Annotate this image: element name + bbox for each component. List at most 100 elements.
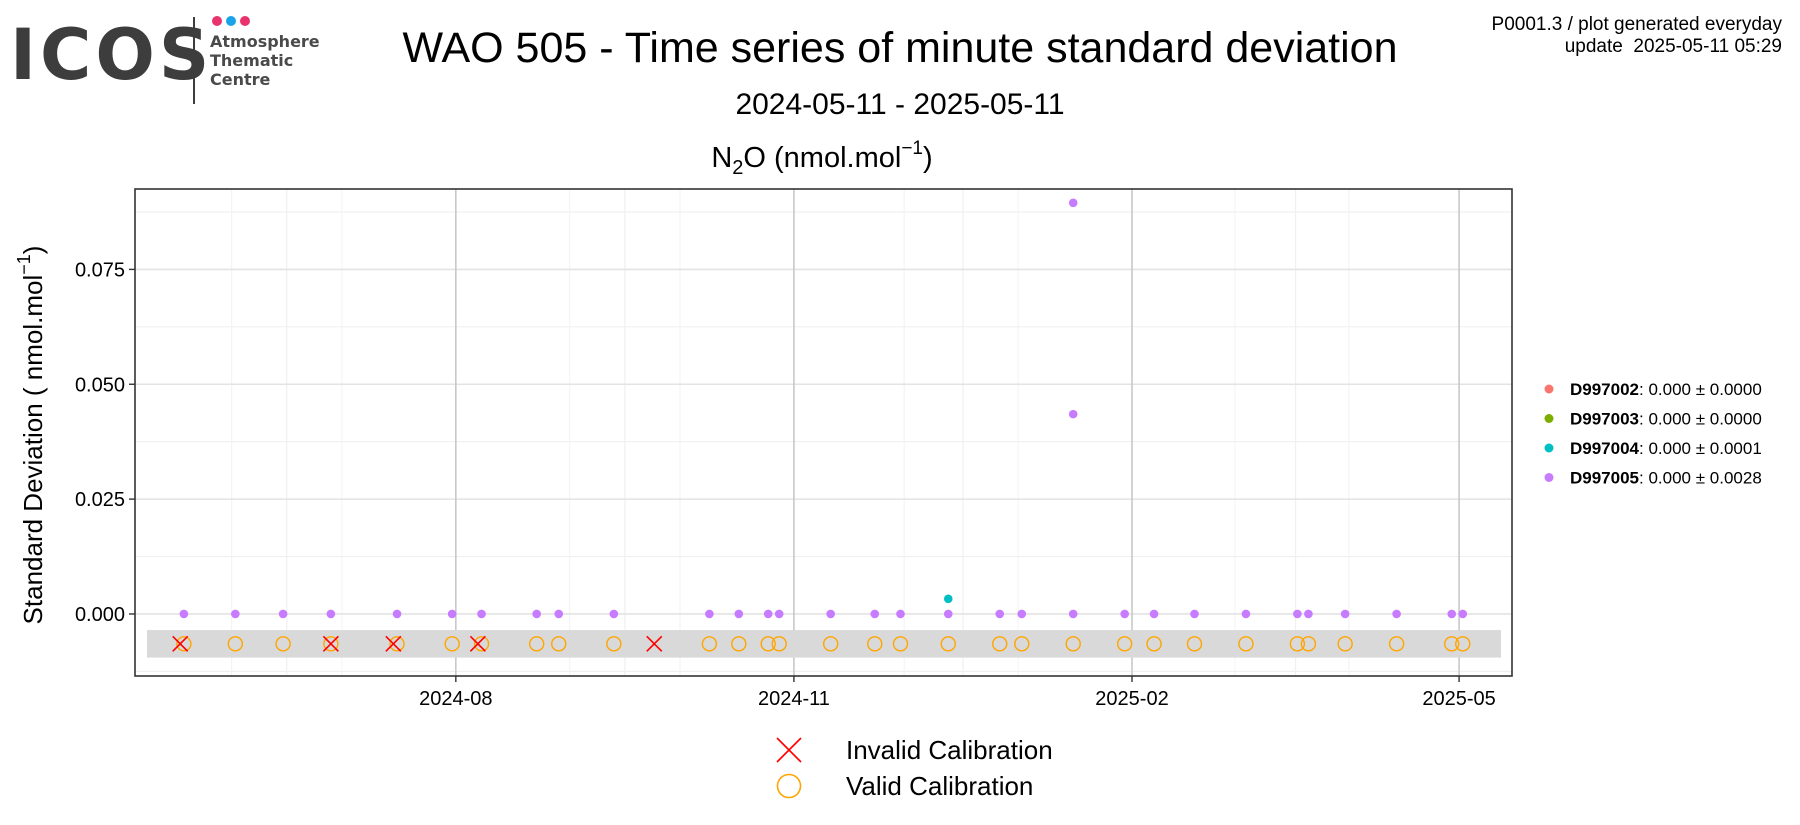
x-tick-label: 2025-05 bbox=[1422, 688, 1495, 710]
valid-calibration-marker bbox=[867, 636, 883, 652]
plot-border bbox=[134, 188, 1513, 677]
valid-calibration-marker bbox=[551, 636, 567, 652]
data-point bbox=[774, 609, 784, 619]
logo-dot bbox=[226, 16, 236, 26]
data-point bbox=[1241, 609, 1251, 619]
data-point bbox=[392, 609, 402, 619]
invalid-calibration-marker bbox=[646, 635, 663, 652]
valid-calibration-marker bbox=[771, 636, 787, 652]
data-point bbox=[943, 594, 953, 604]
data-point bbox=[870, 609, 880, 619]
data-point bbox=[763, 609, 773, 619]
update-timestamp: update 2025-05-11 05:29 bbox=[1564, 36, 1782, 57]
legend-invalid-marker bbox=[776, 737, 802, 763]
valid-calibration-marker bbox=[822, 636, 839, 652]
data-point bbox=[1068, 198, 1078, 208]
valid-calibration-marker bbox=[892, 636, 909, 652]
valid-calibration-marker bbox=[473, 636, 490, 652]
y-tick-label: 0.000 bbox=[75, 604, 125, 626]
data-point bbox=[326, 609, 336, 619]
data-point bbox=[1017, 609, 1027, 619]
valid-calibration-marker bbox=[227, 636, 244, 652]
valid-calibration-marker bbox=[1455, 636, 1471, 652]
data-point bbox=[477, 609, 486, 619]
plot-info: P0001.3 / plot generated everyday bbox=[1491, 14, 1782, 35]
invalid-calibration-marker bbox=[172, 635, 189, 652]
legend-key bbox=[1544, 473, 1554, 482]
legend-label: D997002: 0.000 ± 0.0000 bbox=[1570, 380, 1762, 399]
valid-calibration-marker bbox=[1238, 636, 1254, 652]
valid-calibration-marker bbox=[1146, 636, 1162, 652]
invalid-calibration-marker bbox=[469, 635, 486, 652]
valid-calibration-marker bbox=[1388, 636, 1405, 652]
data-point bbox=[943, 609, 953, 619]
data-point bbox=[609, 609, 619, 619]
legend-invalid-label: Invalid Calibration bbox=[846, 735, 1053, 765]
x-tick-label: 2025-02 bbox=[1095, 688, 1168, 710]
logo-line-3: Centre bbox=[210, 70, 271, 89]
data-point bbox=[1068, 409, 1078, 419]
y-tick-label: 0.050 bbox=[75, 374, 125, 396]
y-tick-label: 0.025 bbox=[75, 489, 125, 511]
data-point bbox=[1293, 609, 1302, 619]
data-point bbox=[734, 609, 744, 619]
y-axis-label: Standard Deviation ( nmol.mol−1) bbox=[14, 246, 48, 625]
data-point bbox=[705, 609, 714, 619]
legend-label: D997005: 0.000 ± 0.0028 bbox=[1570, 469, 1762, 488]
valid-calibration-marker bbox=[1289, 636, 1306, 652]
invalid-calibration-marker bbox=[322, 635, 339, 652]
valid-calibration-marker bbox=[528, 636, 545, 652]
data-point bbox=[1149, 609, 1159, 619]
legend-key bbox=[1544, 443, 1554, 453]
legend-key bbox=[1544, 384, 1554, 394]
chart-title: N2O (nmol.mol−1) bbox=[711, 138, 932, 179]
logo-dot bbox=[240, 16, 250, 26]
data-point bbox=[1392, 609, 1401, 619]
valid-calibration-marker bbox=[940, 636, 956, 652]
valid-calibration-marker bbox=[389, 636, 405, 652]
data-point bbox=[179, 609, 189, 619]
invalid-calibration-marker bbox=[385, 635, 402, 652]
data-point bbox=[1120, 609, 1129, 619]
legend-valid-marker bbox=[776, 773, 802, 799]
logo-divider bbox=[193, 17, 195, 104]
page-title: WAO 505 - Time series of minute standard… bbox=[402, 24, 1398, 72]
y-tick-label: 0.075 bbox=[75, 259, 125, 281]
valid-calibration-marker bbox=[1014, 636, 1030, 652]
legend-label: D997003: 0.000 ± 0.0000 bbox=[1570, 410, 1762, 429]
x-tick-label: 2024-11 bbox=[758, 688, 830, 710]
data-point bbox=[1190, 609, 1199, 619]
logo-line-1: Atmosphere bbox=[210, 32, 320, 51]
valid-calibration-marker bbox=[176, 636, 192, 652]
logo-wordmark: ICOS bbox=[10, 14, 214, 96]
valid-calibration-marker bbox=[701, 636, 718, 652]
valid-calibration-marker bbox=[444, 636, 460, 652]
valid-calibration-marker bbox=[760, 636, 776, 652]
legend-valid-label: Valid Calibration bbox=[846, 771, 1033, 801]
valid-calibration-marker bbox=[606, 636, 622, 652]
legend-key bbox=[1544, 414, 1554, 423]
data-point bbox=[826, 609, 835, 619]
logo-line-2: Thematic bbox=[210, 51, 294, 70]
valid-calibration-marker bbox=[992, 636, 1008, 652]
data-point bbox=[447, 609, 457, 619]
icos-logo: ICOS Atmosphere Thematic Centre bbox=[10, 12, 330, 107]
valid-calibration-marker bbox=[1186, 636, 1203, 652]
data-point bbox=[532, 609, 541, 619]
data-point bbox=[1340, 609, 1350, 619]
data-point bbox=[1068, 609, 1078, 619]
data-point bbox=[1458, 609, 1468, 619]
data-point bbox=[554, 609, 564, 619]
valid-calibration-marker bbox=[1116, 636, 1133, 652]
x-tick-label: 2024-08 bbox=[419, 688, 492, 710]
data-point bbox=[995, 609, 1005, 619]
data-point bbox=[1304, 609, 1313, 619]
plot-metadata: P0001.3 / plot generated everyday update… bbox=[1492, 14, 1782, 58]
valid-calibration-marker bbox=[1300, 636, 1317, 652]
date-range-subtitle: 2024-05-11 - 2025-05-11 bbox=[735, 88, 1065, 121]
valid-calibration-marker bbox=[1337, 636, 1353, 652]
valid-calibration-marker bbox=[731, 636, 747, 652]
data-point bbox=[231, 609, 240, 619]
data-point bbox=[1447, 609, 1457, 619]
